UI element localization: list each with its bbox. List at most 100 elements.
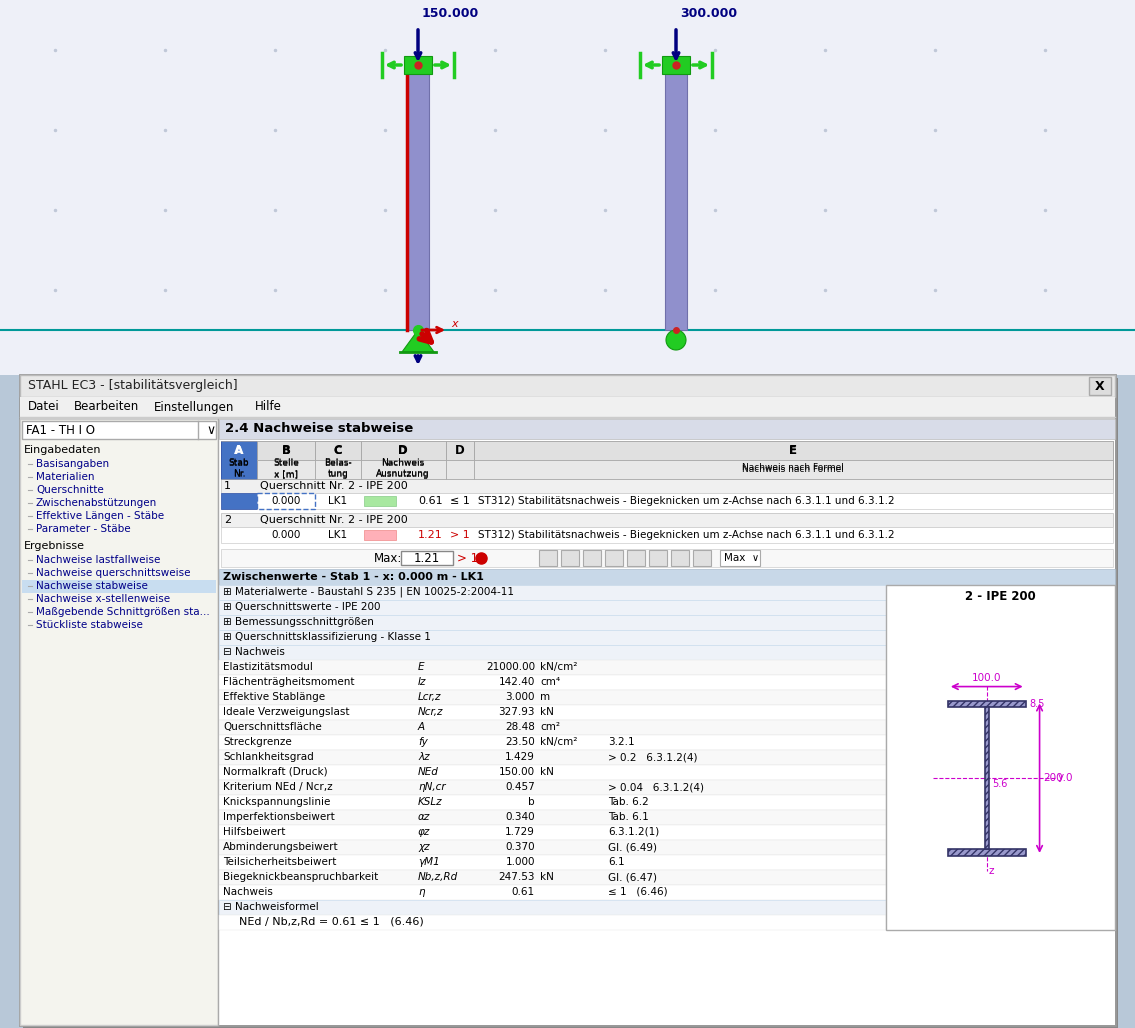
Bar: [221, 513, 1113, 527]
Text: αz: αz: [418, 812, 430, 822]
Bar: [539, 550, 557, 566]
Text: D: D: [455, 443, 465, 456]
Bar: [221, 441, 1113, 479]
Text: Ergebnisse: Ergebnisse: [24, 541, 85, 551]
Text: 150.00: 150.00: [499, 767, 535, 777]
Bar: [219, 735, 886, 750]
Text: 3.2.1: 3.2.1: [608, 737, 634, 747]
Text: Querschnitte: Querschnitte: [36, 485, 103, 495]
Bar: [20, 417, 1115, 419]
Bar: [221, 441, 257, 479]
Text: Tab. 6.1: Tab. 6.1: [608, 812, 649, 822]
Text: D: D: [398, 446, 407, 456]
Text: Nb,z,Rd: Nb,z,Rd: [418, 872, 459, 882]
Text: 0.340: 0.340: [505, 812, 535, 822]
Bar: [219, 915, 886, 930]
Bar: [720, 550, 760, 566]
Text: C: C: [334, 443, 343, 456]
Bar: [221, 441, 1113, 479]
Bar: [20, 375, 1115, 397]
Text: Stelle
x [m]: Stelle x [m]: [274, 458, 299, 478]
Text: Einstellungen: Einstellungen: [154, 401, 234, 413]
Text: kN: kN: [540, 767, 554, 777]
Bar: [364, 495, 396, 506]
Text: B: B: [281, 443, 291, 456]
Bar: [257, 441, 316, 460]
Text: Nachweise x-stellenweise: Nachweise x-stellenweise: [36, 594, 170, 604]
Text: Basisangaben: Basisangaben: [36, 458, 109, 469]
Bar: [219, 705, 886, 720]
Bar: [219, 570, 1115, 585]
Text: m: m: [540, 692, 550, 702]
Bar: [219, 690, 886, 705]
Bar: [446, 441, 474, 460]
Bar: [20, 419, 218, 1025]
Text: Gl. (6.49): Gl. (6.49): [608, 842, 657, 852]
Text: 300.000: 300.000: [680, 7, 737, 20]
Text: 1.429: 1.429: [505, 752, 535, 762]
Bar: [219, 900, 886, 915]
Text: χz: χz: [418, 842, 430, 852]
Circle shape: [666, 330, 686, 350]
Bar: [984, 707, 989, 849]
Text: 0.370: 0.370: [505, 842, 535, 852]
Bar: [404, 56, 432, 74]
Bar: [561, 550, 579, 566]
Text: 0.61: 0.61: [419, 495, 443, 506]
Text: ∨: ∨: [205, 424, 216, 437]
Text: cm²: cm²: [540, 722, 560, 732]
Text: 1.21: 1.21: [414, 551, 440, 564]
Text: Datei: Datei: [28, 401, 60, 413]
Text: 1.729: 1.729: [505, 827, 535, 837]
Text: 100.0: 100.0: [972, 672, 1001, 683]
Text: fy: fy: [418, 737, 428, 747]
Text: Nachweis
Ausnutzung: Nachweis Ausnutzung: [376, 460, 430, 479]
Bar: [361, 441, 446, 460]
Text: γM1: γM1: [418, 857, 439, 867]
Text: > 1: > 1: [457, 551, 478, 564]
Text: kN: kN: [540, 707, 554, 717]
Bar: [948, 700, 1026, 707]
Text: 2.4 Nachweise stabweise: 2.4 Nachweise stabweise: [225, 423, 413, 436]
Bar: [605, 550, 623, 566]
Bar: [219, 885, 886, 900]
Text: ⊞ Querschnittswerte - IPE 200: ⊞ Querschnittswerte - IPE 200: [222, 602, 380, 612]
Text: z: z: [989, 866, 994, 876]
Text: kN/cm²: kN/cm²: [540, 662, 578, 672]
Text: Eingabedaten: Eingabedaten: [24, 445, 101, 455]
Text: ⊞ Materialwerte - Baustahl S 235 | EN 10025-2:2004-11: ⊞ Materialwerte - Baustahl S 235 | EN 10…: [222, 587, 514, 597]
Text: Ncr,z: Ncr,z: [418, 707, 444, 717]
Text: Abminderungsbeiwert: Abminderungsbeiwert: [222, 842, 338, 852]
Text: Maßgebende Schnittgrößen sta...: Maßgebende Schnittgrößen sta...: [36, 607, 210, 617]
Bar: [221, 549, 1113, 567]
Text: 1.21: 1.21: [419, 530, 443, 540]
Bar: [693, 550, 711, 566]
Bar: [219, 630, 886, 645]
Text: Biegeknickbeanspruchbarkeit: Biegeknickbeanspruchbarkeit: [222, 872, 378, 882]
Text: Teilsicherheitsbeiwert: Teilsicherheitsbeiwert: [222, 857, 336, 867]
Text: Effektive Längen - Stäbe: Effektive Längen - Stäbe: [36, 511, 165, 521]
Text: ⊟ Nachweisformel: ⊟ Nachweisformel: [222, 902, 319, 912]
Bar: [219, 600, 886, 615]
Bar: [219, 585, 886, 600]
Bar: [219, 419, 1115, 1025]
Text: Querschnittsfläche: Querschnittsfläche: [222, 722, 321, 732]
Bar: [219, 765, 886, 780]
Text: Max:: Max:: [375, 551, 403, 564]
Text: D: D: [398, 443, 407, 456]
Text: Nachweise querschnittsweise: Nachweise querschnittsweise: [36, 568, 191, 578]
Text: E: E: [789, 446, 797, 456]
Bar: [20, 375, 1115, 1025]
Text: 1.000: 1.000: [505, 857, 535, 867]
Bar: [219, 795, 886, 810]
Text: FA1 - TH I O: FA1 - TH I O: [26, 424, 95, 437]
Text: Normalkraft (Druck): Normalkraft (Druck): [222, 767, 328, 777]
Text: Hilfe: Hilfe: [254, 401, 281, 413]
Text: 200.0: 200.0: [1043, 773, 1073, 783]
Bar: [219, 720, 886, 735]
Bar: [474, 441, 1113, 460]
Text: 2 - IPE 200: 2 - IPE 200: [965, 590, 1035, 603]
Text: b: b: [529, 797, 535, 807]
Text: NEd / Nb,z,Rd = 0.61 ≤ 1   (6.46): NEd / Nb,z,Rd = 0.61 ≤ 1 (6.46): [239, 917, 423, 927]
Bar: [221, 479, 1113, 493]
